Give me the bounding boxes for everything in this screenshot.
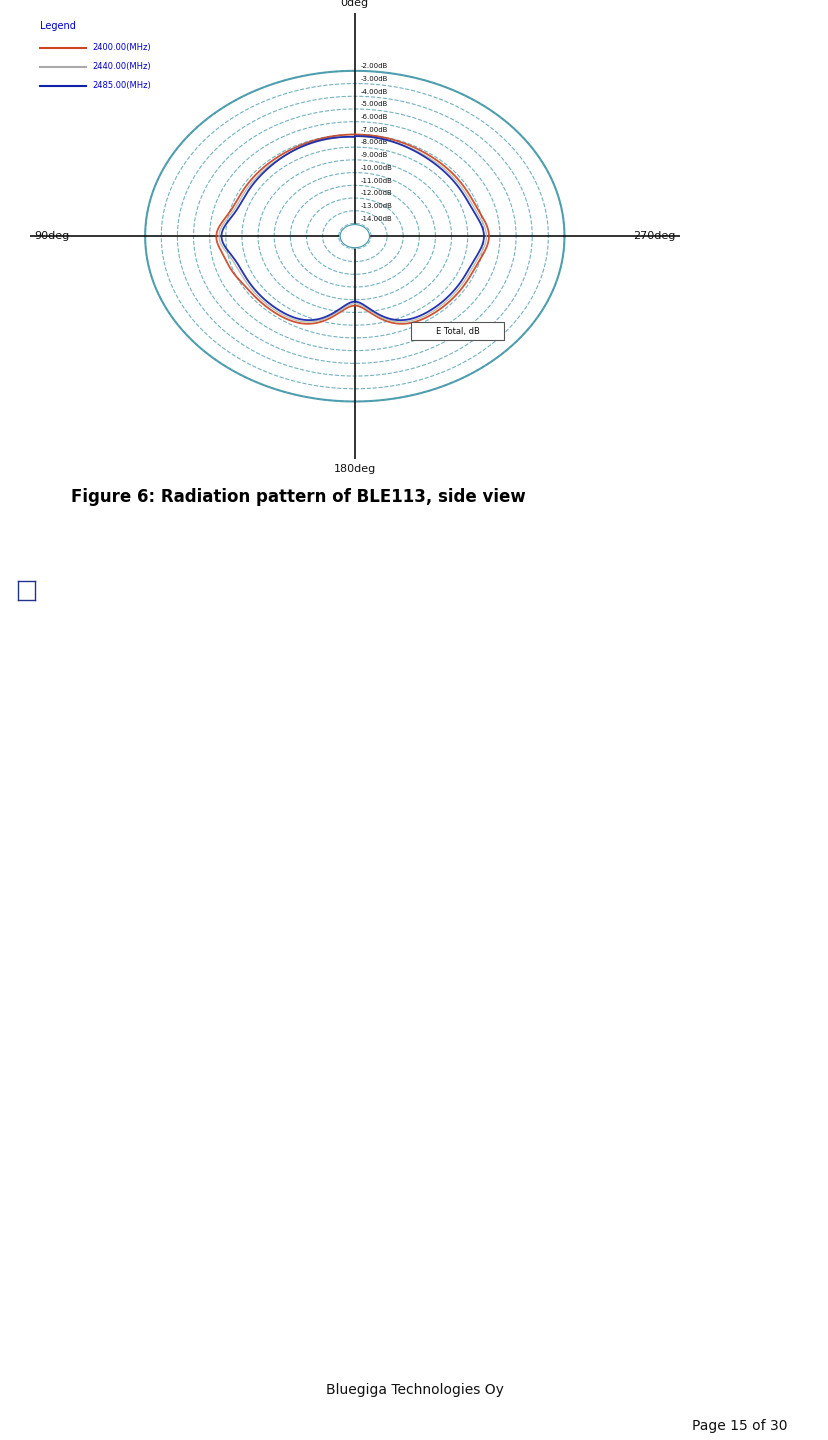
Text: 180deg: 180deg	[334, 464, 375, 474]
Text: 270deg: 270deg	[633, 232, 675, 240]
Text: -6.00dB: -6.00dB	[361, 114, 388, 120]
Text: 2440.00(MHz): 2440.00(MHz)	[93, 62, 152, 71]
Text: E Total, dB: E Total, dB	[435, 327, 479, 336]
Text: -8.00dB: -8.00dB	[361, 140, 388, 145]
Text: -2.00dB: -2.00dB	[361, 63, 388, 69]
Text: 2400.00(MHz): 2400.00(MHz)	[93, 43, 152, 52]
Text: -4.00dB: -4.00dB	[361, 89, 388, 95]
FancyBboxPatch shape	[411, 323, 503, 340]
Text: 0deg: 0deg	[340, 0, 368, 9]
Text: -10.00dB: -10.00dB	[361, 166, 392, 171]
Text: 2485.00(MHz): 2485.00(MHz)	[93, 81, 152, 91]
Text: -14.00dB: -14.00dB	[361, 216, 392, 222]
Text: -13.00dB: -13.00dB	[361, 203, 392, 209]
Text: Page 15 of 30: Page 15 of 30	[691, 1418, 787, 1433]
Text: Legend: Legend	[41, 22, 76, 32]
Text: -3.00dB: -3.00dB	[361, 76, 388, 82]
Text: -9.00dB: -9.00dB	[361, 153, 388, 158]
Text: -7.00dB: -7.00dB	[361, 127, 388, 132]
Text: Bluegiga Technologies Oy: Bluegiga Technologies Oy	[325, 1382, 503, 1397]
Polygon shape	[339, 225, 369, 248]
Text: -12.00dB: -12.00dB	[361, 190, 392, 196]
Text: Figure 6: Radiation pattern of BLE113, side view: Figure 6: Radiation pattern of BLE113, s…	[71, 488, 526, 505]
Text: -5.00dB: -5.00dB	[361, 101, 388, 108]
Text: 90deg: 90deg	[34, 232, 70, 240]
Text: -11.00dB: -11.00dB	[361, 177, 392, 184]
